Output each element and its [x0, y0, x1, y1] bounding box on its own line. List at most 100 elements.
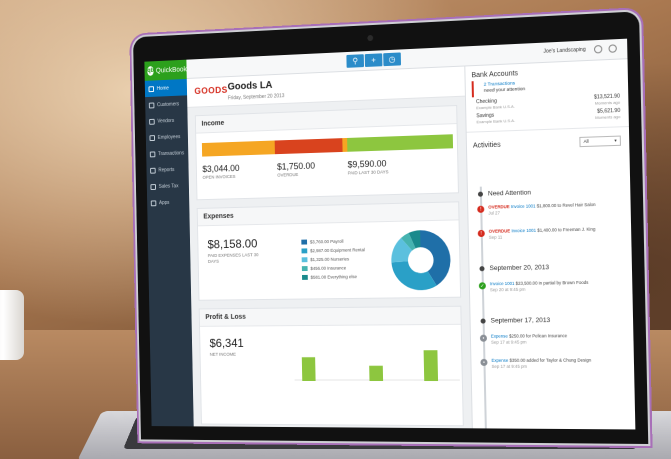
bank-name: Example Bank U.S.A.	[476, 118, 515, 124]
overdue-tag: OVERDUE	[489, 228, 510, 233]
search-icon[interactable]: ⚲	[346, 54, 364, 68]
app-screen: qb QuickBooks Home Customers Vendors Employ…	[144, 39, 635, 430]
expenses-amount: $8,158.00	[207, 237, 257, 252]
profit-loss-title: Profit & Loss	[200, 307, 461, 327]
sidebar-item-transactions[interactable]: Transactions	[146, 145, 188, 163]
profit-loss-amount: $6,341	[209, 336, 243, 350]
expenses-card: Expenses $8,158.00 PAID EXPENSES LAST 30…	[197, 201, 461, 300]
activity-link[interactable]: Expense	[491, 334, 508, 339]
expenses-title: Expenses	[198, 202, 459, 226]
page-title: Goods LA	[228, 80, 273, 93]
legend-label: $581.00 Everything else	[311, 274, 357, 280]
sidebar-item-apps[interactable]: Apps	[147, 194, 189, 211]
date-label-2: September 17, 2013	[491, 317, 551, 325]
legend-label: $3,760.00 Payroll	[310, 239, 344, 245]
activity-item[interactable]: Expense $250.00 for Pelican Insurance Sep…	[491, 333, 629, 345]
income-overdue-label: OVERDUE	[277, 172, 315, 178]
sidebar-item-sales-tax[interactable]: Sales Tax	[147, 177, 189, 195]
bank-account-list: Checking $13,521.90 Example Bank U.S.A. Mom…	[466, 91, 629, 126]
income-paid-label: PAID LAST 30 DAYS	[348, 169, 389, 175]
sidebar-item-reports[interactable]: Reports	[146, 161, 188, 179]
expenses-legend: $3,760.00 Payroll $2,987.00 Equipment Ren…	[301, 236, 365, 281]
income-bar-open[interactable]	[202, 141, 275, 157]
profit-loss-bar[interactable]	[369, 366, 383, 381]
expense-icon: •	[480, 359, 487, 366]
expenses-sub: PAID EXPENSES LAST 30 DAYS	[208, 252, 264, 265]
laptop-screen-bezel: qb QuickBooks Home Customers Vendors Employ…	[133, 11, 648, 444]
sales-tax-icon	[150, 184, 156, 190]
legend-label: $456.00 Insurance	[310, 265, 346, 271]
brand[interactable]: qb QuickBooks	[144, 60, 186, 81]
activities-filter-select[interactable]: All ▾	[579, 136, 621, 148]
income-bar-overdue[interactable]	[275, 138, 343, 154]
legend-swatch	[301, 240, 307, 245]
timeline-dot-icon	[479, 266, 484, 271]
activity-meta: Sep 20 at 9:45 pm	[490, 286, 526, 292]
activity-text: $1,800.00 to Revel Hair Salon	[537, 202, 596, 209]
bank-alert-text: need your attention	[484, 87, 526, 94]
date-heading-1: September 20, 2013	[479, 264, 549, 272]
activity-link[interactable]: Invoice 1001	[511, 203, 536, 209]
activity-text: $1,400.00 to Freeman J. King	[537, 226, 595, 232]
right-panel: Bank Accounts 2 Transactions need your a…	[464, 59, 635, 429]
activity-meta: Sep 11	[489, 234, 502, 239]
profit-loss-bar[interactable]	[302, 357, 316, 381]
need-attention-label: Need Attention	[488, 189, 531, 197]
company-name[interactable]: Joe's Landscaping	[543, 47, 585, 55]
income-title: Income	[196, 106, 457, 134]
sidebar-item-vendors[interactable]: Vendors	[145, 112, 187, 130]
help-icon[interactable]	[594, 45, 602, 54]
sidebar-item-label: Sales Tax	[159, 183, 179, 189]
activity-item[interactable]: OVERDUE Invoice 1001 $1,400.00 to Freema…	[489, 226, 627, 240]
activity-item[interactable]: Expense $350.00 added for Taylor & Chung…	[491, 357, 630, 369]
activities-filter-value: All	[584, 139, 589, 145]
income-card: Income $3,044.00 OPEN INVOICES $1,750.00…	[195, 105, 459, 200]
expenses-donut-chart[interactable]	[388, 227, 454, 294]
top-actions: ⚲ + ◷	[346, 52, 401, 67]
sidebar-nav: Home Customers Vendors Employees Transaction…	[145, 79, 190, 211]
sidebar: qb QuickBooks Home Customers Vendors Employ…	[144, 60, 193, 427]
alert-icon: !	[477, 206, 484, 213]
income-paid-value: $9,590.00	[348, 158, 389, 169]
sidebar-item-employees[interactable]: Employees	[146, 128, 188, 146]
sidebar-item-label: Apps	[159, 200, 170, 206]
date-heading-2: September 17, 2013	[481, 317, 551, 325]
reports-icon	[150, 167, 156, 173]
transactions-icon	[150, 151, 156, 157]
coffee-mug	[0, 290, 24, 360]
plus-icon[interactable]: +	[365, 53, 383, 67]
chevron-down-icon: ▾	[614, 138, 616, 144]
sidebar-item-label: Employees	[158, 134, 181, 141]
camera-icon	[367, 35, 373, 41]
activity-item[interactable]: OVERDUE Invoice 1001 $1,800.00 to Revel …	[488, 201, 626, 216]
history-icon[interactable]: ◷	[383, 52, 401, 66]
legend-item[interactable]: $581.00 Everything else	[302, 272, 366, 282]
income-open-label: OPEN INVOICES	[203, 174, 240, 180]
alert-icon: !	[478, 230, 485, 237]
employees-icon	[149, 135, 155, 141]
activity-text: $350.00 added for Taylor & Chung Design	[509, 358, 591, 363]
date-label-1: September 20, 2013	[489, 264, 549, 272]
customers-icon	[149, 102, 155, 108]
sidebar-item-home[interactable]: Home	[145, 79, 187, 97]
activity-link[interactable]: Invoice 1001	[511, 228, 536, 234]
legend-swatch	[302, 266, 308, 271]
activity-meta: Jul 27	[488, 210, 500, 215]
profit-loss-chart[interactable]	[294, 337, 460, 381]
gear-icon[interactable]	[608, 44, 616, 53]
activity-link[interactable]: Invoice 1001	[490, 281, 515, 286]
activities-title: Activities	[473, 141, 501, 149]
profit-loss-bar[interactable]	[424, 350, 438, 381]
activity-link[interactable]: Expense	[491, 358, 508, 363]
activity-item[interactable]: Invoice 1001 $23,500.00 in partial by Br…	[490, 279, 628, 292]
legend-swatch	[301, 248, 307, 253]
activities-header: Activities All ▾	[467, 126, 630, 153]
main-content: Income $3,044.00 OPEN INVOICES $1,750.00…	[187, 97, 471, 429]
check-icon: ✓	[479, 282, 486, 289]
sidebar-item-label: Home	[157, 85, 169, 91]
activity-meta: Sep 17 at 9:45 pm	[492, 363, 528, 368]
income-bar[interactable]	[202, 134, 453, 156]
income-bar-paid[interactable]	[347, 134, 453, 152]
sidebar-item-label: Customers	[157, 101, 179, 108]
sidebar-item-customers[interactable]: Customers	[145, 95, 187, 113]
